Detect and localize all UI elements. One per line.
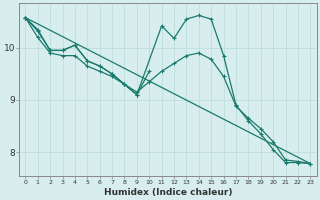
X-axis label: Humidex (Indice chaleur): Humidex (Indice chaleur) bbox=[104, 188, 232, 197]
